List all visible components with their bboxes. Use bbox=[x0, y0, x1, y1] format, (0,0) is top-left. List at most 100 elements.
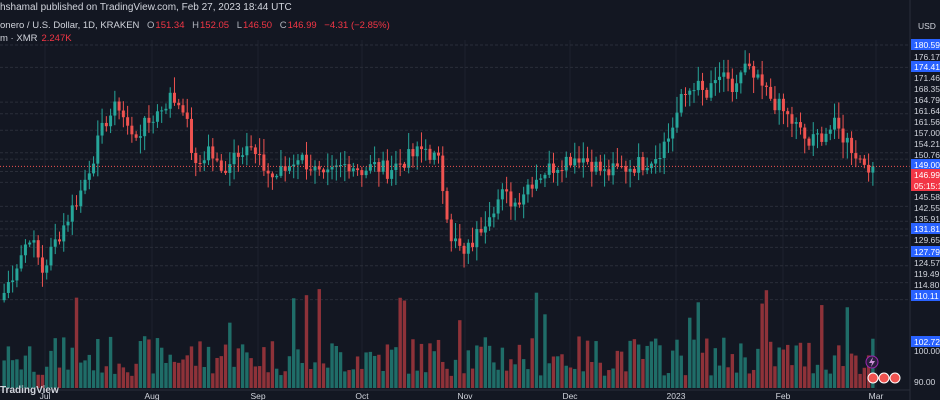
candle-body bbox=[266, 170, 270, 174]
volume-bar bbox=[671, 350, 675, 388]
volume-bar bbox=[36, 374, 40, 388]
volume-bar bbox=[521, 359, 526, 388]
candle-body bbox=[172, 92, 176, 103]
candle-body bbox=[445, 191, 449, 220]
candle-body bbox=[181, 105, 185, 113]
candle-body bbox=[275, 175, 279, 178]
volume-bar bbox=[751, 369, 756, 388]
volume-bar bbox=[794, 345, 798, 388]
candle-body bbox=[645, 168, 649, 171]
candle-body bbox=[215, 158, 219, 161]
volume-bar bbox=[424, 372, 428, 388]
volume-bar bbox=[62, 337, 66, 388]
time-tick-label: 2023 bbox=[667, 391, 686, 400]
price-tag-bg bbox=[911, 61, 940, 72]
price-tick-label: 124.57 bbox=[914, 258, 940, 268]
volume-bar bbox=[483, 337, 488, 388]
volume-legend[interactable]: m · XMR 2.247K bbox=[0, 33, 72, 44]
volume-bar bbox=[270, 341, 275, 388]
volume-bar bbox=[462, 373, 466, 388]
chart-grid bbox=[44, 40, 877, 390]
volume-bar bbox=[828, 373, 832, 388]
volume-bar bbox=[504, 370, 509, 388]
candle-body bbox=[786, 111, 790, 115]
volume-bar bbox=[458, 320, 462, 388]
candle-body bbox=[764, 85, 768, 87]
price-tag-bg bbox=[911, 223, 940, 234]
volume-bar bbox=[155, 338, 160, 388]
volume-bar bbox=[513, 364, 517, 388]
symbol-name[interactable]: onero / U.S. Dollar, 1D, KRAKEN bbox=[0, 20, 140, 31]
volume-bar bbox=[343, 371, 347, 388]
volume-bar bbox=[500, 347, 505, 388]
candle-body bbox=[219, 160, 223, 171]
candle-body bbox=[100, 122, 104, 136]
price-axis[interactable]: 180.59176.17174.41171.46168.35164.79161.… bbox=[909, 0, 940, 400]
candlestick-series bbox=[2, 50, 875, 303]
volume-bar bbox=[364, 352, 368, 388]
volume-bar bbox=[773, 366, 777, 388]
candle-body bbox=[773, 98, 777, 111]
candle-body bbox=[828, 129, 832, 134]
volume-bar bbox=[820, 305, 824, 388]
price-tick-label: 150.76 bbox=[914, 150, 940, 160]
candle-body bbox=[300, 154, 304, 161]
candle-body bbox=[292, 164, 296, 167]
candle-body bbox=[615, 163, 619, 167]
candle-body bbox=[547, 163, 551, 175]
candle-body bbox=[641, 157, 645, 171]
volume-bar bbox=[487, 345, 492, 388]
candle-body bbox=[509, 191, 513, 207]
candle-body bbox=[168, 92, 172, 109]
volume-bar bbox=[6, 346, 11, 388]
candle-body bbox=[28, 242, 32, 245]
volume-bar bbox=[419, 343, 424, 388]
candle-body bbox=[684, 93, 687, 95]
candle-body bbox=[739, 72, 743, 84]
symbol-legend[interactable]: onero / U.S. Dollar, 1D, KRAKEN O151.34 … bbox=[0, 20, 390, 31]
volume-bar bbox=[602, 375, 607, 388]
time-tick-label: Jul bbox=[40, 391, 51, 400]
close-label: C bbox=[279, 20, 287, 31]
volume-bar bbox=[253, 366, 258, 388]
candle-body bbox=[53, 239, 57, 247]
candle-body bbox=[415, 146, 419, 157]
volume-bar bbox=[87, 354, 92, 388]
high-value: 152.05 bbox=[200, 20, 230, 31]
price-tag-bg bbox=[911, 159, 940, 170]
volume-bar bbox=[841, 366, 845, 388]
candle-body bbox=[692, 90, 696, 92]
candle-body bbox=[573, 158, 577, 166]
volume-bar bbox=[32, 371, 36, 388]
candle-body bbox=[83, 179, 87, 191]
time-axis: Jul Aug Sep Oct Nov Dec 2023 Feb Mar bbox=[0, 389, 910, 400]
volume-bar bbox=[223, 344, 228, 388]
volume-bar bbox=[292, 298, 296, 388]
candle-body bbox=[411, 149, 415, 157]
price-tick-label: 168.35 bbox=[914, 84, 940, 94]
price-tick-label: 154.21 bbox=[914, 139, 940, 149]
volume-bar bbox=[134, 363, 138, 388]
candle-body bbox=[632, 168, 636, 173]
candle-body bbox=[543, 174, 547, 179]
candle-body bbox=[228, 164, 232, 173]
volume-bar bbox=[236, 348, 241, 388]
price-tick-label: 171.46 bbox=[914, 73, 940, 83]
volume-bar bbox=[70, 347, 74, 388]
volume-bar bbox=[824, 369, 828, 388]
volume-bar bbox=[517, 344, 522, 388]
volume-bar bbox=[658, 345, 662, 388]
candle-body bbox=[126, 117, 130, 126]
currency-label[interactable]: USD bbox=[918, 21, 936, 31]
volume-bar bbox=[641, 358, 645, 388]
candle-body bbox=[505, 189, 509, 192]
candle-body bbox=[560, 169, 564, 171]
volume-bar bbox=[309, 368, 313, 388]
candle-body bbox=[781, 98, 785, 112]
candle-body bbox=[330, 167, 334, 170]
candle-body bbox=[368, 164, 372, 171]
volume-bar bbox=[57, 367, 62, 388]
volume-bar bbox=[781, 349, 786, 388]
volume-bar bbox=[445, 368, 449, 388]
